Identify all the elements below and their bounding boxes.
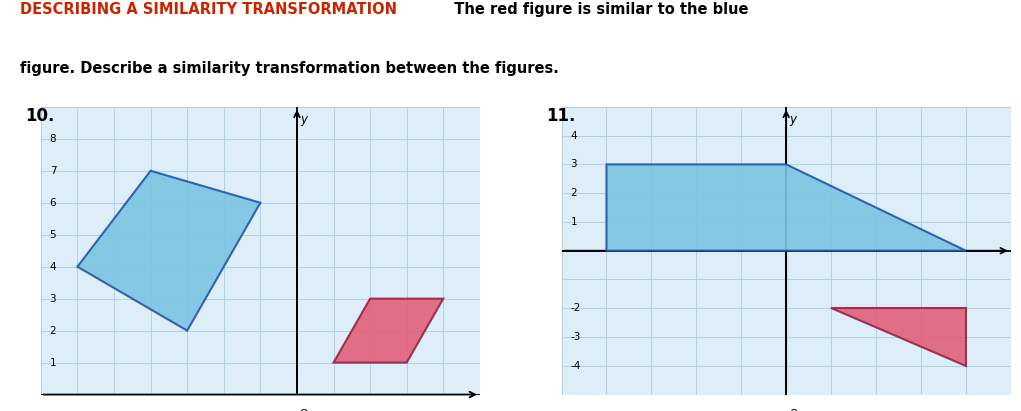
Text: -2: -2 <box>571 303 581 313</box>
Text: 2: 2 <box>571 188 577 198</box>
Text: 5: 5 <box>50 230 56 240</box>
Text: 4: 4 <box>571 131 577 141</box>
Polygon shape <box>334 299 443 363</box>
Text: 11.: 11. <box>546 107 576 125</box>
Polygon shape <box>831 308 966 366</box>
Text: 6: 6 <box>50 198 56 208</box>
Text: 7: 7 <box>50 166 56 176</box>
Text: 1: 1 <box>50 358 56 367</box>
Text: O: O <box>300 409 308 411</box>
Text: DESCRIBING A SIMILARITY TRANSFORMATION: DESCRIBING A SIMILARITY TRANSFORMATION <box>20 2 397 17</box>
Text: y: y <box>300 113 307 126</box>
Text: 8: 8 <box>50 134 56 144</box>
Text: O: O <box>790 409 798 411</box>
Text: 4: 4 <box>50 262 56 272</box>
Text: -3: -3 <box>571 332 581 342</box>
Text: 3: 3 <box>571 159 577 169</box>
Polygon shape <box>606 164 966 251</box>
Text: -4: -4 <box>571 361 581 371</box>
Text: 2: 2 <box>50 326 56 336</box>
Text: y: y <box>790 113 796 126</box>
Text: x: x <box>990 409 998 411</box>
Text: x: x <box>459 409 467 411</box>
Polygon shape <box>78 171 260 330</box>
Text: 1: 1 <box>571 217 577 227</box>
Text: figure. Describe a similarity transformation between the figures.: figure. Describe a similarity transforma… <box>20 61 560 76</box>
Text: 3: 3 <box>50 294 56 304</box>
Text: 10.: 10. <box>26 107 55 125</box>
Text: The red figure is similar to the blue: The red figure is similar to the blue <box>444 2 748 17</box>
